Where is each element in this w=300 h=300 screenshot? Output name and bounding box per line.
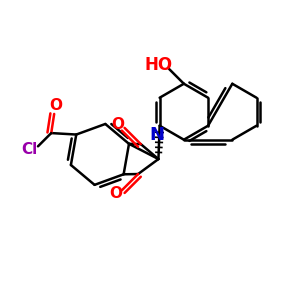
Text: N: N xyxy=(149,126,164,144)
Text: O: O xyxy=(109,186,122,201)
Text: Cl: Cl xyxy=(22,142,38,157)
Text: O: O xyxy=(49,98,62,113)
Text: O: O xyxy=(112,117,124,132)
Text: HO: HO xyxy=(145,56,173,74)
